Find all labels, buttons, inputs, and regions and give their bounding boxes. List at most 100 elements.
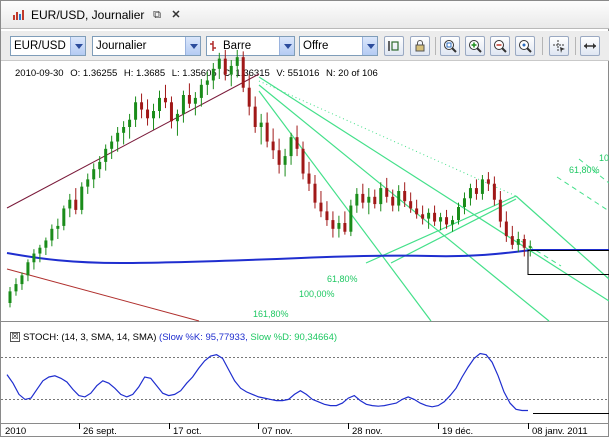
candle-body[interactable]: [427, 212, 431, 219]
candle-body[interactable]: [301, 148, 305, 174]
candle-body[interactable]: [528, 246, 532, 248]
candle-body[interactable]: [26, 262, 30, 276]
candle-body[interactable]: [343, 223, 347, 232]
zoom-fit-button[interactable]: [440, 36, 460, 56]
candle-body[interactable]: [445, 217, 449, 225]
candlestick-series[interactable]: [8, 49, 532, 308]
candle-body[interactable]: [295, 137, 299, 149]
candle-body[interactable]: [373, 196, 377, 205]
candle-body[interactable]: [235, 57, 239, 66]
candle-body[interactable]: [331, 220, 335, 229]
candle-body[interactable]: [439, 217, 443, 222]
candle-body[interactable]: [98, 161, 102, 170]
candle-body[interactable]: [181, 95, 185, 114]
candle-body[interactable]: [20, 275, 24, 285]
candle-body[interactable]: [223, 58, 227, 75]
candle-body[interactable]: [116, 132, 120, 142]
candle-body[interactable]: [62, 208, 66, 226]
candle-body[interactable]: [504, 221, 508, 237]
candle-body[interactable]: [397, 191, 401, 206]
candle-body[interactable]: [486, 179, 490, 184]
candle-body[interactable]: [56, 225, 60, 229]
chevron-down-icon[interactable]: [185, 37, 200, 55]
candle-body[interactable]: [433, 212, 437, 222]
fib-channel-line[interactable]: [515, 195, 609, 280]
fib-channel-line[interactable]: [258, 76, 609, 302]
fib-channel-line[interactable]: [390, 198, 517, 264]
fib-channel-line[interactable]: [258, 84, 550, 322]
candle-body[interactable]: [80, 186, 84, 210]
candle-body[interactable]: [451, 220, 455, 225]
candle-body[interactable]: [289, 137, 293, 157]
candle-body[interactable]: [409, 201, 413, 209]
candle-body[interactable]: [319, 202, 323, 212]
candle-body[interactable]: [104, 148, 108, 162]
candle-body[interactable]: [44, 240, 48, 248]
close-window-icon[interactable]: ✕: [171, 9, 181, 21]
crosshair-button[interactable]: [549, 36, 569, 56]
candle-body[interactable]: [516, 239, 520, 245]
trend-line-lower[interactable]: [6, 268, 200, 322]
candle-body[interactable]: [421, 214, 425, 219]
candle-body[interactable]: [169, 102, 173, 122]
candle-body[interactable]: [307, 173, 311, 184]
candle-body[interactable]: [241, 57, 245, 88]
candle-body[interactable]: [457, 207, 460, 221]
candle-body[interactable]: [8, 291, 12, 303]
zoom-out-button[interactable]: [490, 36, 510, 56]
candle-body[interactable]: [187, 95, 191, 104]
fib-channel-line[interactable]: [258, 90, 432, 322]
candle-body[interactable]: [379, 188, 383, 205]
candle-body[interactable]: [32, 253, 36, 263]
candle-body[interactable]: [110, 141, 114, 149]
moving-average-line[interactable]: [6, 249, 609, 265]
zoom-reset-button[interactable]: [515, 36, 535, 56]
candle-body[interactable]: [271, 141, 275, 151]
candle-body[interactable]: [337, 223, 341, 229]
candle-body[interactable]: [349, 205, 353, 232]
zoom-in-button[interactable]: [465, 36, 485, 56]
scroll-to-start-button[interactable]: [384, 36, 404, 56]
chevron-down-icon[interactable]: [279, 37, 294, 55]
candle-body[interactable]: [259, 122, 263, 127]
lock-button[interactable]: [410, 36, 430, 56]
candle-body[interactable]: [158, 97, 161, 111]
candle-body[interactable]: [253, 106, 257, 127]
candle-body[interactable]: [480, 179, 484, 194]
period-select[interactable]: Journalier: [92, 36, 201, 56]
candle-body[interactable]: [14, 284, 18, 292]
chevron-down-icon[interactable]: [362, 37, 377, 55]
candle-body[interactable]: [152, 111, 156, 119]
candle-body[interactable]: [498, 199, 502, 222]
candle-body[interactable]: [86, 179, 90, 187]
candle-body[interactable]: [74, 199, 78, 210]
candle-body[interactable]: [313, 183, 317, 203]
candle-body[interactable]: [163, 97, 167, 103]
candle-body[interactable]: [38, 247, 42, 254]
candle-body[interactable]: [122, 127, 126, 133]
candle-body[interactable]: [462, 198, 466, 207]
stoch-collapse-icon[interactable]: ☒: [10, 332, 20, 342]
candle-body[interactable]: [385, 188, 389, 197]
candle-body[interactable]: [193, 97, 197, 104]
candle-body[interactable]: [175, 113, 179, 122]
candle-body[interactable]: [50, 228, 54, 241]
candle-body[interactable]: [391, 196, 395, 206]
candle-body[interactable]: [92, 169, 96, 180]
candle-body[interactable]: [367, 196, 371, 203]
candle-body[interactable]: [415, 208, 419, 215]
candle-body[interactable]: [146, 109, 150, 119]
candle-body[interactable]: [68, 199, 72, 209]
candle-body[interactable]: [283, 156, 287, 165]
symbol-select[interactable]: EUR/USD: [10, 36, 86, 56]
candle-body[interactable]: [361, 193, 365, 203]
detach-window-icon[interactable]: ⧉: [153, 9, 161, 21]
chart-type-select[interactable]: Barre: [206, 36, 295, 56]
candle-body[interactable]: [211, 68, 215, 81]
trend-line-upper[interactable]: [6, 73, 260, 209]
candle-body[interactable]: [468, 188, 472, 199]
candle-body[interactable]: [355, 193, 359, 206]
candle-body[interactable]: [217, 58, 221, 69]
candle-body[interactable]: [474, 188, 478, 194]
candle-body[interactable]: [510, 236, 514, 245]
